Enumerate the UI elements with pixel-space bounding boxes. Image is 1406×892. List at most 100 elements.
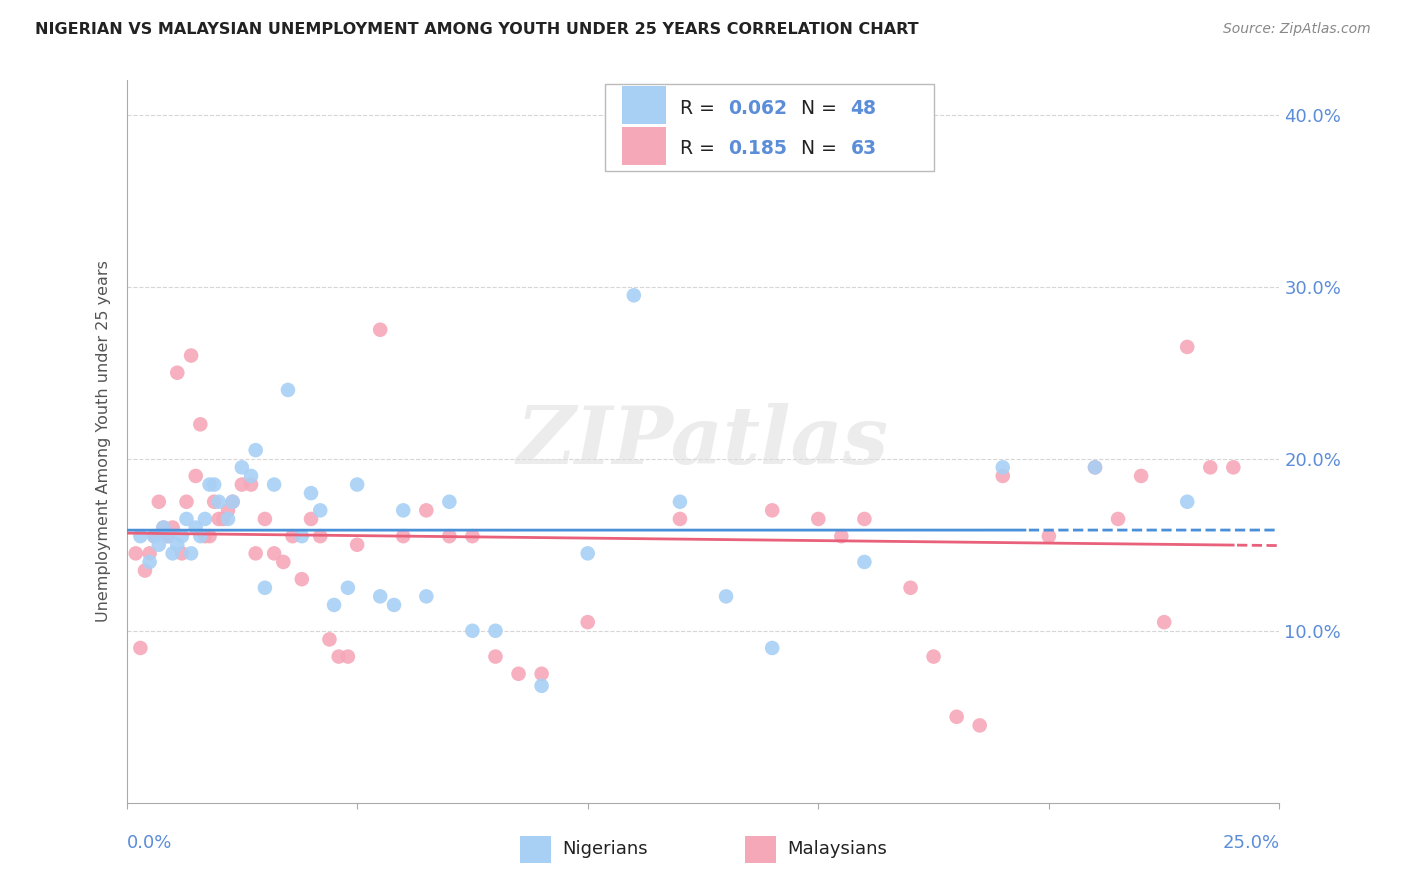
Point [208, 494, 231, 508]
Point [336, 649, 359, 664]
Point [273, 555, 295, 569]
Point [530, 666, 553, 681]
Point [1175, 340, 1198, 354]
Text: Malaysians: Malaysians [787, 840, 887, 858]
Point [125, 546, 148, 560]
Text: 48: 48 [851, 99, 876, 118]
Point [328, 649, 350, 664]
Point [277, 383, 299, 397]
Point [900, 581, 922, 595]
Point [198, 477, 221, 491]
Point [148, 538, 170, 552]
Point [194, 512, 217, 526]
Point [291, 572, 314, 586]
Point [188, 529, 211, 543]
Point [807, 512, 830, 526]
Point [148, 494, 170, 508]
Point [263, 546, 285, 560]
Point [853, 555, 876, 569]
Text: 0.0%: 0.0% [127, 834, 172, 852]
Point [1107, 512, 1129, 526]
Point [253, 512, 276, 526]
Point [299, 486, 322, 500]
Point [309, 529, 332, 543]
Point [1153, 615, 1175, 630]
Point [392, 529, 415, 543]
Point [212, 512, 235, 526]
Text: N =: N = [801, 99, 842, 118]
Point [669, 494, 692, 508]
Point [162, 520, 184, 534]
Point [221, 494, 243, 508]
Point [281, 529, 304, 543]
Point [761, 640, 783, 655]
Point [138, 555, 160, 569]
Text: Nigerians: Nigerians [562, 840, 648, 858]
Point [184, 469, 207, 483]
Point [1175, 494, 1198, 508]
Point [368, 323, 391, 337]
Point [143, 529, 166, 543]
Text: 0.062: 0.062 [728, 99, 787, 118]
Point [318, 632, 340, 647]
Point [240, 469, 263, 483]
Point [231, 460, 253, 475]
Point [202, 477, 225, 491]
Point [208, 512, 231, 526]
Point [922, 649, 945, 664]
Point [368, 590, 391, 604]
Text: N =: N = [801, 139, 842, 159]
Point [221, 494, 243, 508]
Point [263, 477, 285, 491]
Point [830, 529, 852, 543]
Point [853, 512, 876, 526]
Point [184, 520, 207, 534]
Point [1199, 460, 1222, 475]
Point [162, 546, 184, 560]
Point [1084, 460, 1107, 475]
Point [346, 538, 368, 552]
Text: R =: R = [681, 99, 721, 118]
Point [217, 512, 239, 526]
Point [508, 666, 530, 681]
Point [415, 503, 437, 517]
Point [157, 529, 180, 543]
Point [382, 598, 405, 612]
Point [991, 460, 1014, 475]
Point [991, 469, 1014, 483]
FancyBboxPatch shape [623, 128, 666, 165]
Point [134, 564, 156, 578]
Point [176, 512, 198, 526]
Point [240, 477, 263, 491]
Point [166, 366, 188, 380]
Text: R =: R = [681, 139, 727, 159]
Point [152, 520, 174, 534]
Point [1084, 460, 1107, 475]
Text: ZIPatlas: ZIPatlas [517, 403, 889, 480]
Point [231, 477, 253, 491]
Point [217, 503, 239, 517]
Point [245, 546, 267, 560]
Text: 63: 63 [851, 139, 877, 159]
Point [309, 503, 332, 517]
Point [969, 718, 991, 732]
Point [439, 529, 461, 543]
Point [194, 529, 217, 543]
Point [198, 529, 221, 543]
Point [484, 649, 506, 664]
Point [152, 520, 174, 534]
Point [166, 538, 188, 552]
Point [202, 494, 225, 508]
Y-axis label: Unemployment Among Youth under 25 years: Unemployment Among Youth under 25 years [96, 260, 111, 623]
FancyBboxPatch shape [605, 84, 934, 170]
Text: NIGERIAN VS MALAYSIAN UNEMPLOYMENT AMONG YOUTH UNDER 25 YEARS CORRELATION CHART: NIGERIAN VS MALAYSIAN UNEMPLOYMENT AMONG… [35, 22, 918, 37]
Point [461, 624, 484, 638]
Point [129, 529, 152, 543]
Point [323, 598, 346, 612]
Point [1222, 460, 1244, 475]
Point [945, 710, 967, 724]
Point [415, 590, 437, 604]
Point [176, 494, 198, 508]
FancyBboxPatch shape [623, 87, 666, 124]
Point [188, 417, 211, 432]
